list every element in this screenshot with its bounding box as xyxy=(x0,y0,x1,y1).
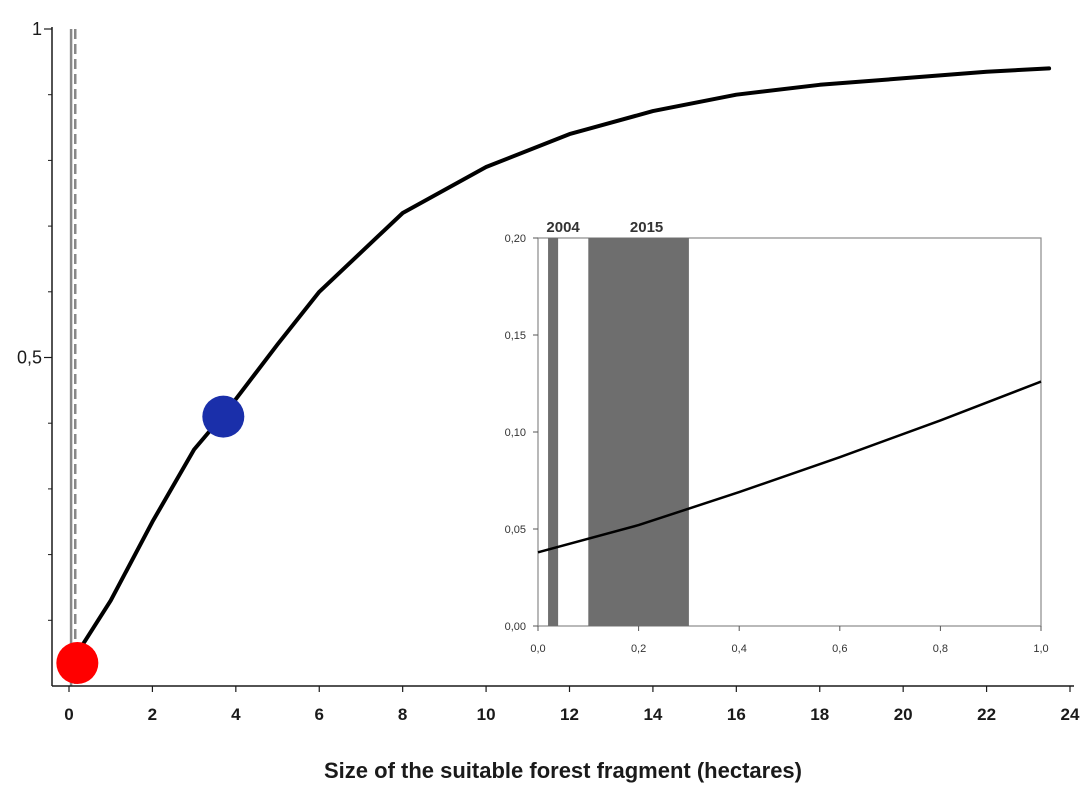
y-tick-label: 1 xyxy=(32,19,42,39)
data-point-1 xyxy=(202,396,244,438)
y-tick-label: 0,5 xyxy=(17,348,42,368)
x-tick-label: 8 xyxy=(398,705,407,724)
inset-x-tick-label: 0,4 xyxy=(732,643,747,655)
inset-band-1 xyxy=(588,238,689,626)
inset-y-tick-label: 0,15 xyxy=(505,330,526,342)
inset-y-tick-label: 0,05 xyxy=(505,524,526,536)
data-point-0 xyxy=(56,642,98,684)
x-tick-label: 12 xyxy=(560,705,579,724)
inset-x-tick-label: 1,0 xyxy=(1033,643,1048,655)
inset-x-tick-label: 0,6 xyxy=(832,643,847,655)
inset-band-label: 2015 xyxy=(630,219,663,236)
x-tick-label: 20 xyxy=(894,705,913,724)
inset-y-tick-label: 0,20 xyxy=(505,233,526,245)
inset-x-tick-label: 0,8 xyxy=(933,643,948,655)
x-tick-label: 14 xyxy=(643,705,662,724)
inset-band-0 xyxy=(548,238,558,626)
x-tick-label: 0 xyxy=(64,705,73,724)
inset-band-label: 2004 xyxy=(546,219,580,236)
x-tick-label: 2 xyxy=(148,705,157,724)
inset-y-tick-label: 0,00 xyxy=(505,621,526,633)
x-axis-label: Size of the suitable forest fragment (he… xyxy=(324,758,802,783)
x-tick-label: 16 xyxy=(727,705,746,724)
x-tick-label: 10 xyxy=(477,705,496,724)
x-tick-label: 24 xyxy=(1061,705,1080,724)
x-tick-label: 22 xyxy=(977,705,996,724)
x-tick-label: 18 xyxy=(810,705,829,724)
inset-y-tick-label: 0,10 xyxy=(505,427,526,439)
inset-x-tick-label: 0,0 xyxy=(530,643,545,655)
inset-x-tick-label: 0,2 xyxy=(631,643,646,655)
x-tick-label: 6 xyxy=(315,705,324,724)
x-tick-label: 4 xyxy=(231,705,241,724)
